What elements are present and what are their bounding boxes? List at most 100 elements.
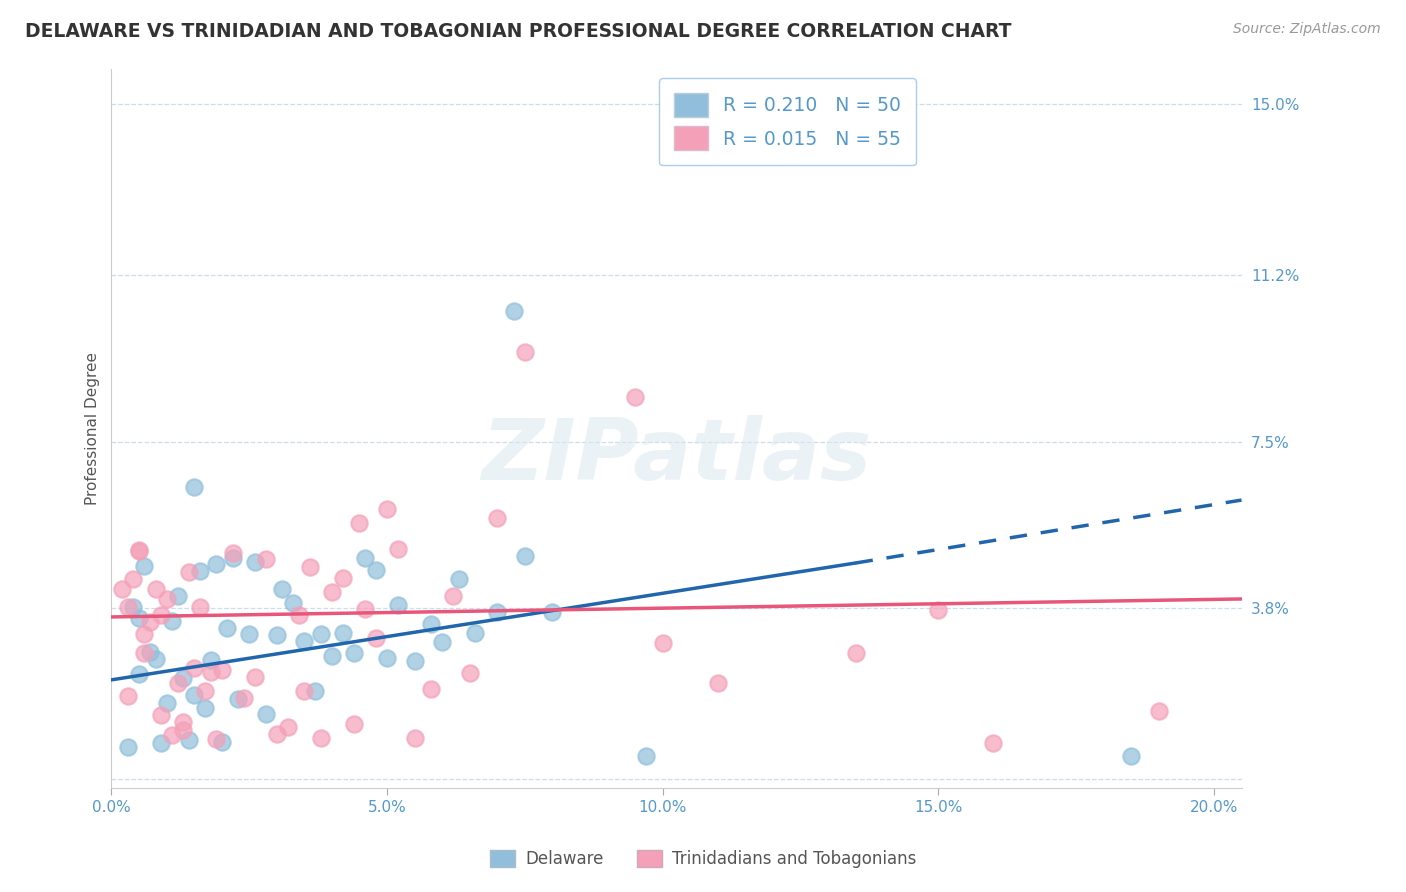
Point [238,627,260,641]
Point [430,634,453,648]
Point [387,599,409,613]
Point [983,736,1005,750]
Point [155,696,177,710]
Point [221,546,243,560]
Point [172,671,194,685]
Point [172,715,194,730]
Point [271,582,294,596]
Point [1147,704,1170,718]
Point [387,542,409,557]
Point [205,557,228,571]
Point [651,636,673,650]
Y-axis label: Professional Degree: Professional Degree [86,351,100,505]
Legend: R = 0.210   N = 50, R = 0.015   N = 55: R = 0.210 N = 50, R = 0.015 N = 55 [659,78,915,165]
Point [298,559,321,574]
Point [177,565,200,579]
Point [292,634,315,648]
Point [309,731,332,745]
Point [1121,749,1143,764]
Point [200,653,222,667]
Point [624,390,647,404]
Text: ZIPatlas: ZIPatlas [481,416,872,499]
Point [166,675,188,690]
Point [321,584,343,599]
Point [354,602,377,616]
Point [541,605,564,619]
Point [283,596,305,610]
Point [636,749,658,764]
Point [128,544,150,558]
Point [343,646,366,660]
Point [304,684,326,698]
Point [420,616,443,631]
Point [211,663,233,677]
Point [172,723,194,737]
Point [111,582,134,596]
Point [188,599,211,614]
Point [321,648,343,663]
Text: DELAWARE VS TRINIDADIAN AND TOBAGONIAN PROFESSIONAL DEGREE CORRELATION CHART: DELAWARE VS TRINIDADIAN AND TOBAGONIAN P… [25,22,1012,41]
Point [277,720,299,734]
Point [513,344,536,359]
Point [211,735,233,749]
Point [160,728,183,742]
Point [309,627,332,641]
Point [332,626,354,640]
Point [243,555,266,569]
Point [226,692,249,706]
Point [502,304,524,318]
Legend: Delaware, Trinidadians and Tobagonians: Delaware, Trinidadians and Tobagonians [484,843,922,875]
Point [128,610,150,624]
Point [139,645,162,659]
Point [349,516,371,530]
Point [266,628,288,642]
Point [254,706,277,721]
Point [441,590,464,604]
Text: Source: ZipAtlas.com: Source: ZipAtlas.com [1233,22,1381,37]
Point [707,676,730,690]
Point [292,684,315,698]
Point [139,615,162,629]
Point [447,572,470,586]
Point [155,592,177,607]
Point [375,502,398,516]
Point [128,667,150,681]
Point [117,740,139,755]
Point [288,608,311,623]
Point [122,600,145,615]
Point [404,731,426,745]
Point [117,689,139,703]
Point [183,688,205,702]
Point [200,665,222,680]
Point [404,654,426,668]
Point [513,549,536,563]
Point [145,582,167,596]
Point [134,646,156,660]
Point [194,700,217,714]
Point [354,551,377,566]
Point [232,690,254,705]
Point [217,621,239,635]
Point [486,511,509,525]
Point [364,631,387,645]
Point [266,727,288,741]
Point [364,563,387,577]
Point [160,614,183,628]
Point [927,603,949,617]
Point [221,550,243,565]
Point [183,479,205,493]
Point [188,564,211,578]
Point [243,670,266,684]
Point [332,571,354,585]
Point [194,683,217,698]
Point [420,681,443,696]
Point [458,665,481,680]
Point [845,646,868,660]
Point [134,627,156,641]
Point [128,543,150,558]
Point [486,605,509,619]
Point [166,589,188,603]
Point [464,625,486,640]
Point [145,652,167,666]
Point [150,608,173,623]
